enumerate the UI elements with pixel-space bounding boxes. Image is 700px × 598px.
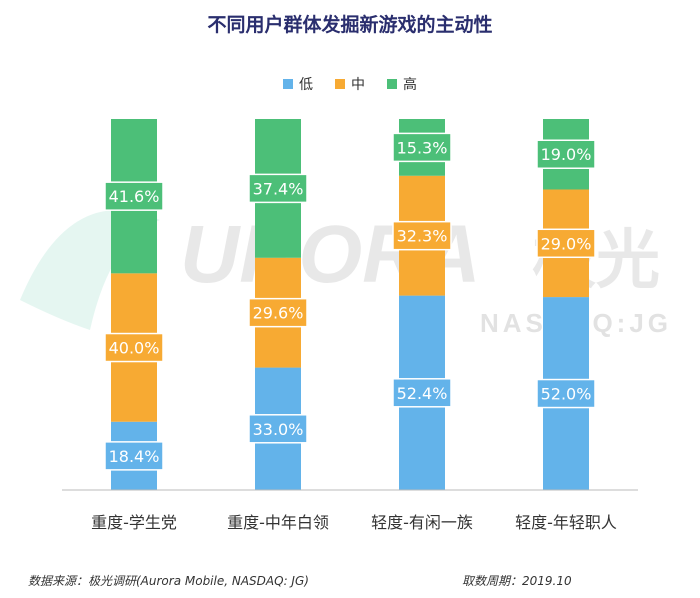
- legend-label-high: 高: [403, 77, 417, 93]
- data-label: 33.0%: [253, 420, 304, 439]
- data-label: 37.4%: [253, 179, 304, 198]
- data-label: 29.6%: [253, 304, 304, 323]
- data-label: 29.0%: [541, 234, 592, 253]
- data-label-box: [104, 332, 164, 363]
- legend-item-high: 高: [387, 74, 417, 94]
- data-label: 52.4%: [397, 384, 448, 403]
- legend: 低 中 高: [0, 74, 700, 94]
- legend-item-low: 低: [283, 74, 313, 94]
- legend-item-mid: 中: [335, 74, 365, 94]
- data-label: 41.6%: [109, 187, 160, 206]
- data-label-box: [392, 220, 452, 251]
- legend-swatch-mid: [335, 79, 345, 89]
- category-label: 重度-中年白领: [227, 513, 329, 532]
- data-label-box: [536, 139, 596, 169]
- chart-title: 不同用户群体发掘新游戏的主动性: [207, 14, 493, 36]
- data-label-box: [248, 173, 308, 204]
- data-source-note: 数据来源：极光调研(Aurora Mobile, NASDAQ: JG): [28, 574, 309, 588]
- data-label-box: [536, 228, 596, 259]
- data-label-box: [248, 414, 308, 444]
- category-label: 轻度-年轻职人: [515, 513, 617, 532]
- data-label-box: [104, 181, 164, 211]
- data-period-note: 取数周期：2019.10: [462, 574, 572, 588]
- legend-label-mid: 中: [351, 77, 365, 93]
- data-label-box: [536, 378, 596, 409]
- data-label: 40.0%: [109, 339, 160, 358]
- data-label-box: [392, 378, 452, 408]
- data-label-box: [392, 132, 452, 163]
- data-label: 18.4%: [109, 447, 160, 466]
- legend-swatch-low: [283, 79, 293, 89]
- data-label: 32.3%: [397, 227, 448, 246]
- data-label: 15.3%: [397, 138, 448, 157]
- data-label-box: [248, 297, 308, 328]
- data-label: 52.0%: [541, 385, 592, 404]
- legend-swatch-high: [387, 79, 397, 89]
- category-label: 轻度-有闲一族: [371, 513, 473, 532]
- category-label: 重度-学生党: [91, 513, 177, 532]
- data-label: 19.0%: [541, 145, 592, 164]
- legend-label-low: 低: [299, 77, 313, 93]
- data-label-box: [104, 441, 164, 471]
